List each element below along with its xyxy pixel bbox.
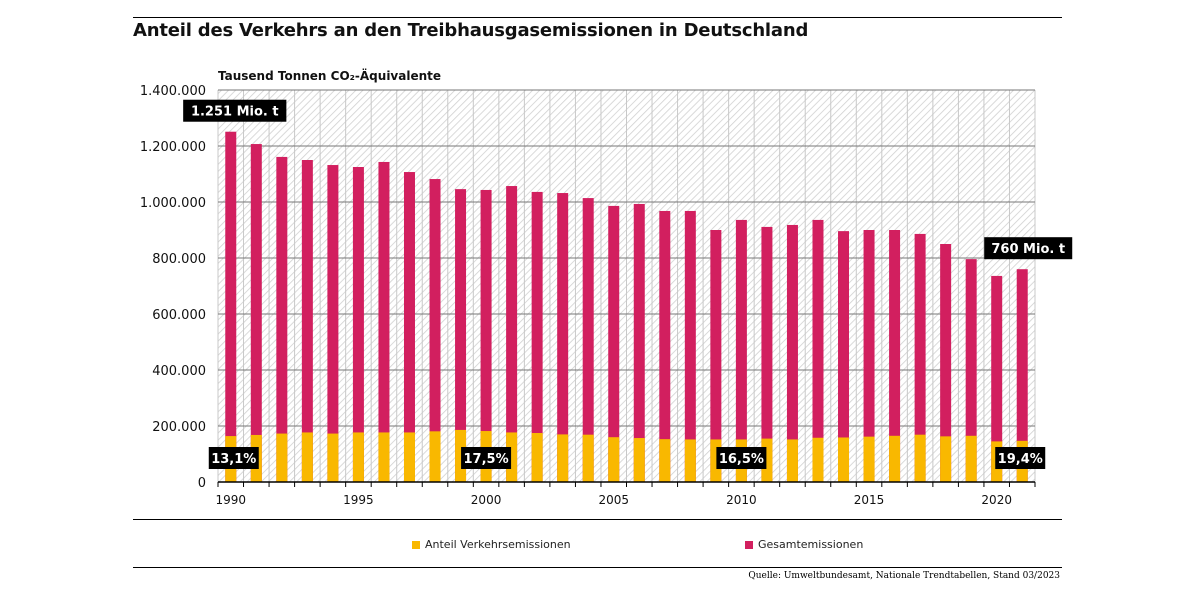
- bar-total-1991: [250, 144, 262, 483]
- y-tick-label: 800.000: [152, 252, 206, 267]
- x-tick-label: 2020: [981, 493, 1012, 507]
- bar-transport-2011: [761, 438, 773, 482]
- bottom-rule: [133, 567, 1062, 568]
- x-tick-label: 2010: [726, 493, 757, 507]
- bar-total-2004: [582, 198, 594, 482]
- bar-total-2014: [838, 231, 850, 482]
- bar-transport-2015: [863, 436, 875, 482]
- bar-total-2016: [889, 230, 901, 482]
- bar-transport-2006: [633, 438, 645, 482]
- x-tick-label: 2015: [854, 493, 885, 507]
- bar-total-1995: [352, 167, 364, 482]
- annotation-label: 19,4%: [998, 452, 1043, 467]
- annotation-label: 760 Mio. t: [991, 242, 1065, 257]
- bar-total-1998: [429, 179, 441, 483]
- y-tick-label: 0: [198, 476, 206, 491]
- bar-transport-2008: [684, 439, 696, 482]
- legend-item-total: Gesamtemissionen: [745, 538, 863, 551]
- annotation-box: [716, 447, 767, 469]
- chart-title: Anteil des Verkehrs an den Treibhausgase…: [133, 20, 809, 41]
- legend-label: Anteil Verkehrsemissionen: [425, 538, 571, 551]
- bar-transport-1996: [378, 432, 390, 482]
- legend-item-transport: Anteil Verkehrsemissionen: [412, 538, 571, 551]
- bar-transport-1992: [276, 433, 288, 482]
- bar-total-2018: [940, 244, 952, 482]
- y-tick-label: 1.000.000: [140, 196, 206, 211]
- bar-total-1992: [276, 156, 288, 483]
- bar-transport-1995: [352, 432, 364, 482]
- annotation-box: [461, 447, 512, 469]
- bar-transport-2003: [557, 434, 569, 482]
- legend-label: Gesamtemissionen: [758, 538, 864, 551]
- y-tick-label: 1.200.000: [140, 140, 206, 155]
- bar-total-2012: [786, 224, 798, 482]
- bar-total-2011: [761, 226, 773, 482]
- bar-total-2020: [991, 275, 1003, 482]
- bar-transport-2018: [940, 436, 952, 482]
- bar-total-1996: [378, 161, 390, 482]
- bar-total-1993: [301, 160, 313, 482]
- legend-top-rule: [133, 519, 1062, 520]
- bar-transport-2017: [914, 434, 926, 482]
- bar-total-2008: [684, 210, 696, 482]
- bar-transport-2013: [812, 437, 824, 482]
- x-tick-label: 1995: [343, 493, 374, 507]
- bar-transport-1999: [455, 429, 467, 482]
- bar-total-2009: [710, 230, 722, 482]
- bar-total-2019: [965, 259, 977, 482]
- x-tick-label: 2000: [471, 493, 502, 507]
- y-tick-label: 200.000: [152, 420, 206, 435]
- bar-transport-2014: [838, 437, 850, 482]
- bar-total-1994: [327, 165, 339, 483]
- bar-transport-1998: [429, 431, 441, 482]
- y-tick-label: 400.000: [152, 364, 206, 379]
- bar-transport-2007: [659, 439, 671, 482]
- legend-swatch-total: [745, 540, 753, 549]
- bar-total-2017: [914, 233, 926, 482]
- annotation-box: [183, 99, 287, 122]
- bar-transport-2001: [506, 432, 518, 482]
- bar-total-2002: [531, 191, 543, 483]
- bar-transport-2002: [531, 433, 543, 482]
- bar-total-1990: [225, 131, 237, 482]
- bar-transport-2012: [786, 439, 798, 482]
- bar-total-2000: [480, 189, 492, 482]
- bar-transport-2016: [889, 435, 901, 482]
- annotation-box: [984, 237, 1073, 260]
- legend-swatch-transport: [412, 540, 420, 549]
- source-note: Quelle: Umweltbundesamt, Nationale Trend…: [748, 571, 1060, 581]
- bar-total-2021: [1016, 269, 1028, 482]
- bar-total-1999: [455, 189, 467, 482]
- annotation-label: 17,5%: [464, 452, 509, 467]
- bar-total-2010: [735, 219, 747, 483]
- annotation-label: 1.251 Mio. t: [191, 105, 279, 120]
- y-axis-label: Tausend Tonnen CO₂-Äquivalente: [218, 68, 441, 83]
- annotation-label: 13,1%: [211, 452, 256, 467]
- bar-transport-1997: [403, 432, 415, 482]
- bar-total-2007: [659, 210, 671, 482]
- y-tick-label: 600.000: [152, 308, 206, 323]
- annotation-label: 16,5%: [719, 452, 764, 467]
- top-rule: [133, 17, 1062, 18]
- bar-total-2005: [608, 205, 620, 483]
- bar-total-1997: [403, 172, 415, 483]
- bar-total-2003: [557, 193, 569, 483]
- bar-transport-1993: [301, 432, 313, 482]
- bar-total-2015: [863, 230, 875, 482]
- bar-transport-1994: [327, 433, 339, 482]
- x-tick-label: 1990: [215, 493, 246, 507]
- annotation-box: [208, 447, 259, 469]
- annotation-box: [995, 447, 1046, 469]
- bar-total-2006: [633, 203, 645, 482]
- bar-total-2001: [506, 186, 518, 483]
- x-tick-label: 2005: [598, 493, 629, 507]
- bar-total-2013: [812, 219, 824, 483]
- bar-transport-2005: [608, 437, 620, 482]
- y-tick-label: 1.400.000: [140, 84, 206, 99]
- bar-transport-2004: [582, 434, 594, 482]
- bar-transport-2019: [965, 435, 977, 482]
- bar-transport-2009: [710, 439, 722, 482]
